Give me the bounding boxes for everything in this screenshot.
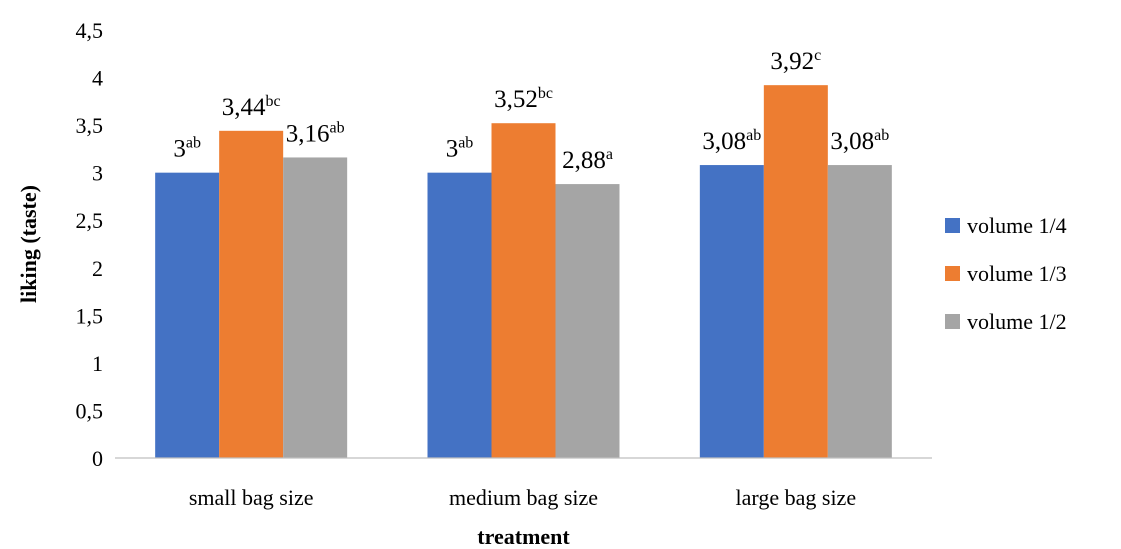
y-tick-label: 2,5 [76,208,104,233]
y-tick-label: 4 [92,66,103,91]
bar [699,165,764,458]
legend-swatch [945,314,960,329]
y-tick-label: 1,5 [76,303,104,328]
bar [827,165,892,458]
y-tick-label: 2 [92,256,103,281]
bar [763,85,828,459]
data-label: 3,16ab [286,119,345,147]
y-tick-label: 0,5 [76,398,104,423]
y-tick-label: 1 [92,351,103,376]
legend-swatch [945,218,960,233]
y-tick-label: 3 [92,161,103,186]
y-axis-ticks: 0 0,5 1 1,5 2 2,5 3 3,5 4 4,5 [76,18,104,471]
bar [219,130,284,458]
x-tick-label: medium bag size [449,485,598,510]
data-label: 2,88a [562,146,613,174]
data-label: 3,08ab [830,127,889,155]
x-tick-label: large bag size [736,485,857,510]
legend: volume 1/4 volume 1/3 volume 1/2 [945,213,1067,334]
bar [555,184,620,458]
y-tick-label: 4,5 [76,18,104,43]
bar [155,172,220,458]
x-axis-labels: small bag size medium bag size large bag s… [189,485,856,510]
legend-label: volume 1/2 [967,309,1067,334]
data-label: 3,92c [770,47,821,75]
x-tick-label: small bag size [189,485,314,510]
data-label: 3ab [173,135,201,163]
bar [427,172,492,458]
y-axis-title: liking (taste) [16,185,41,303]
data-label: 3ab [446,135,474,163]
y-tick-label: 3,5 [76,113,104,138]
y-tick-label: 0 [92,446,103,471]
legend-swatch [945,266,960,281]
bar [491,123,556,458]
data-label: 3,52bc [494,85,553,113]
bars [155,85,892,459]
data-label: 3,08ab [702,127,761,155]
x-axis-title: treatment [477,524,570,549]
bar [283,157,348,458]
legend-label: volume 1/4 [967,213,1067,238]
legend-label: volume 1/3 [967,261,1067,286]
data-label: 3,44bc [222,93,281,121]
